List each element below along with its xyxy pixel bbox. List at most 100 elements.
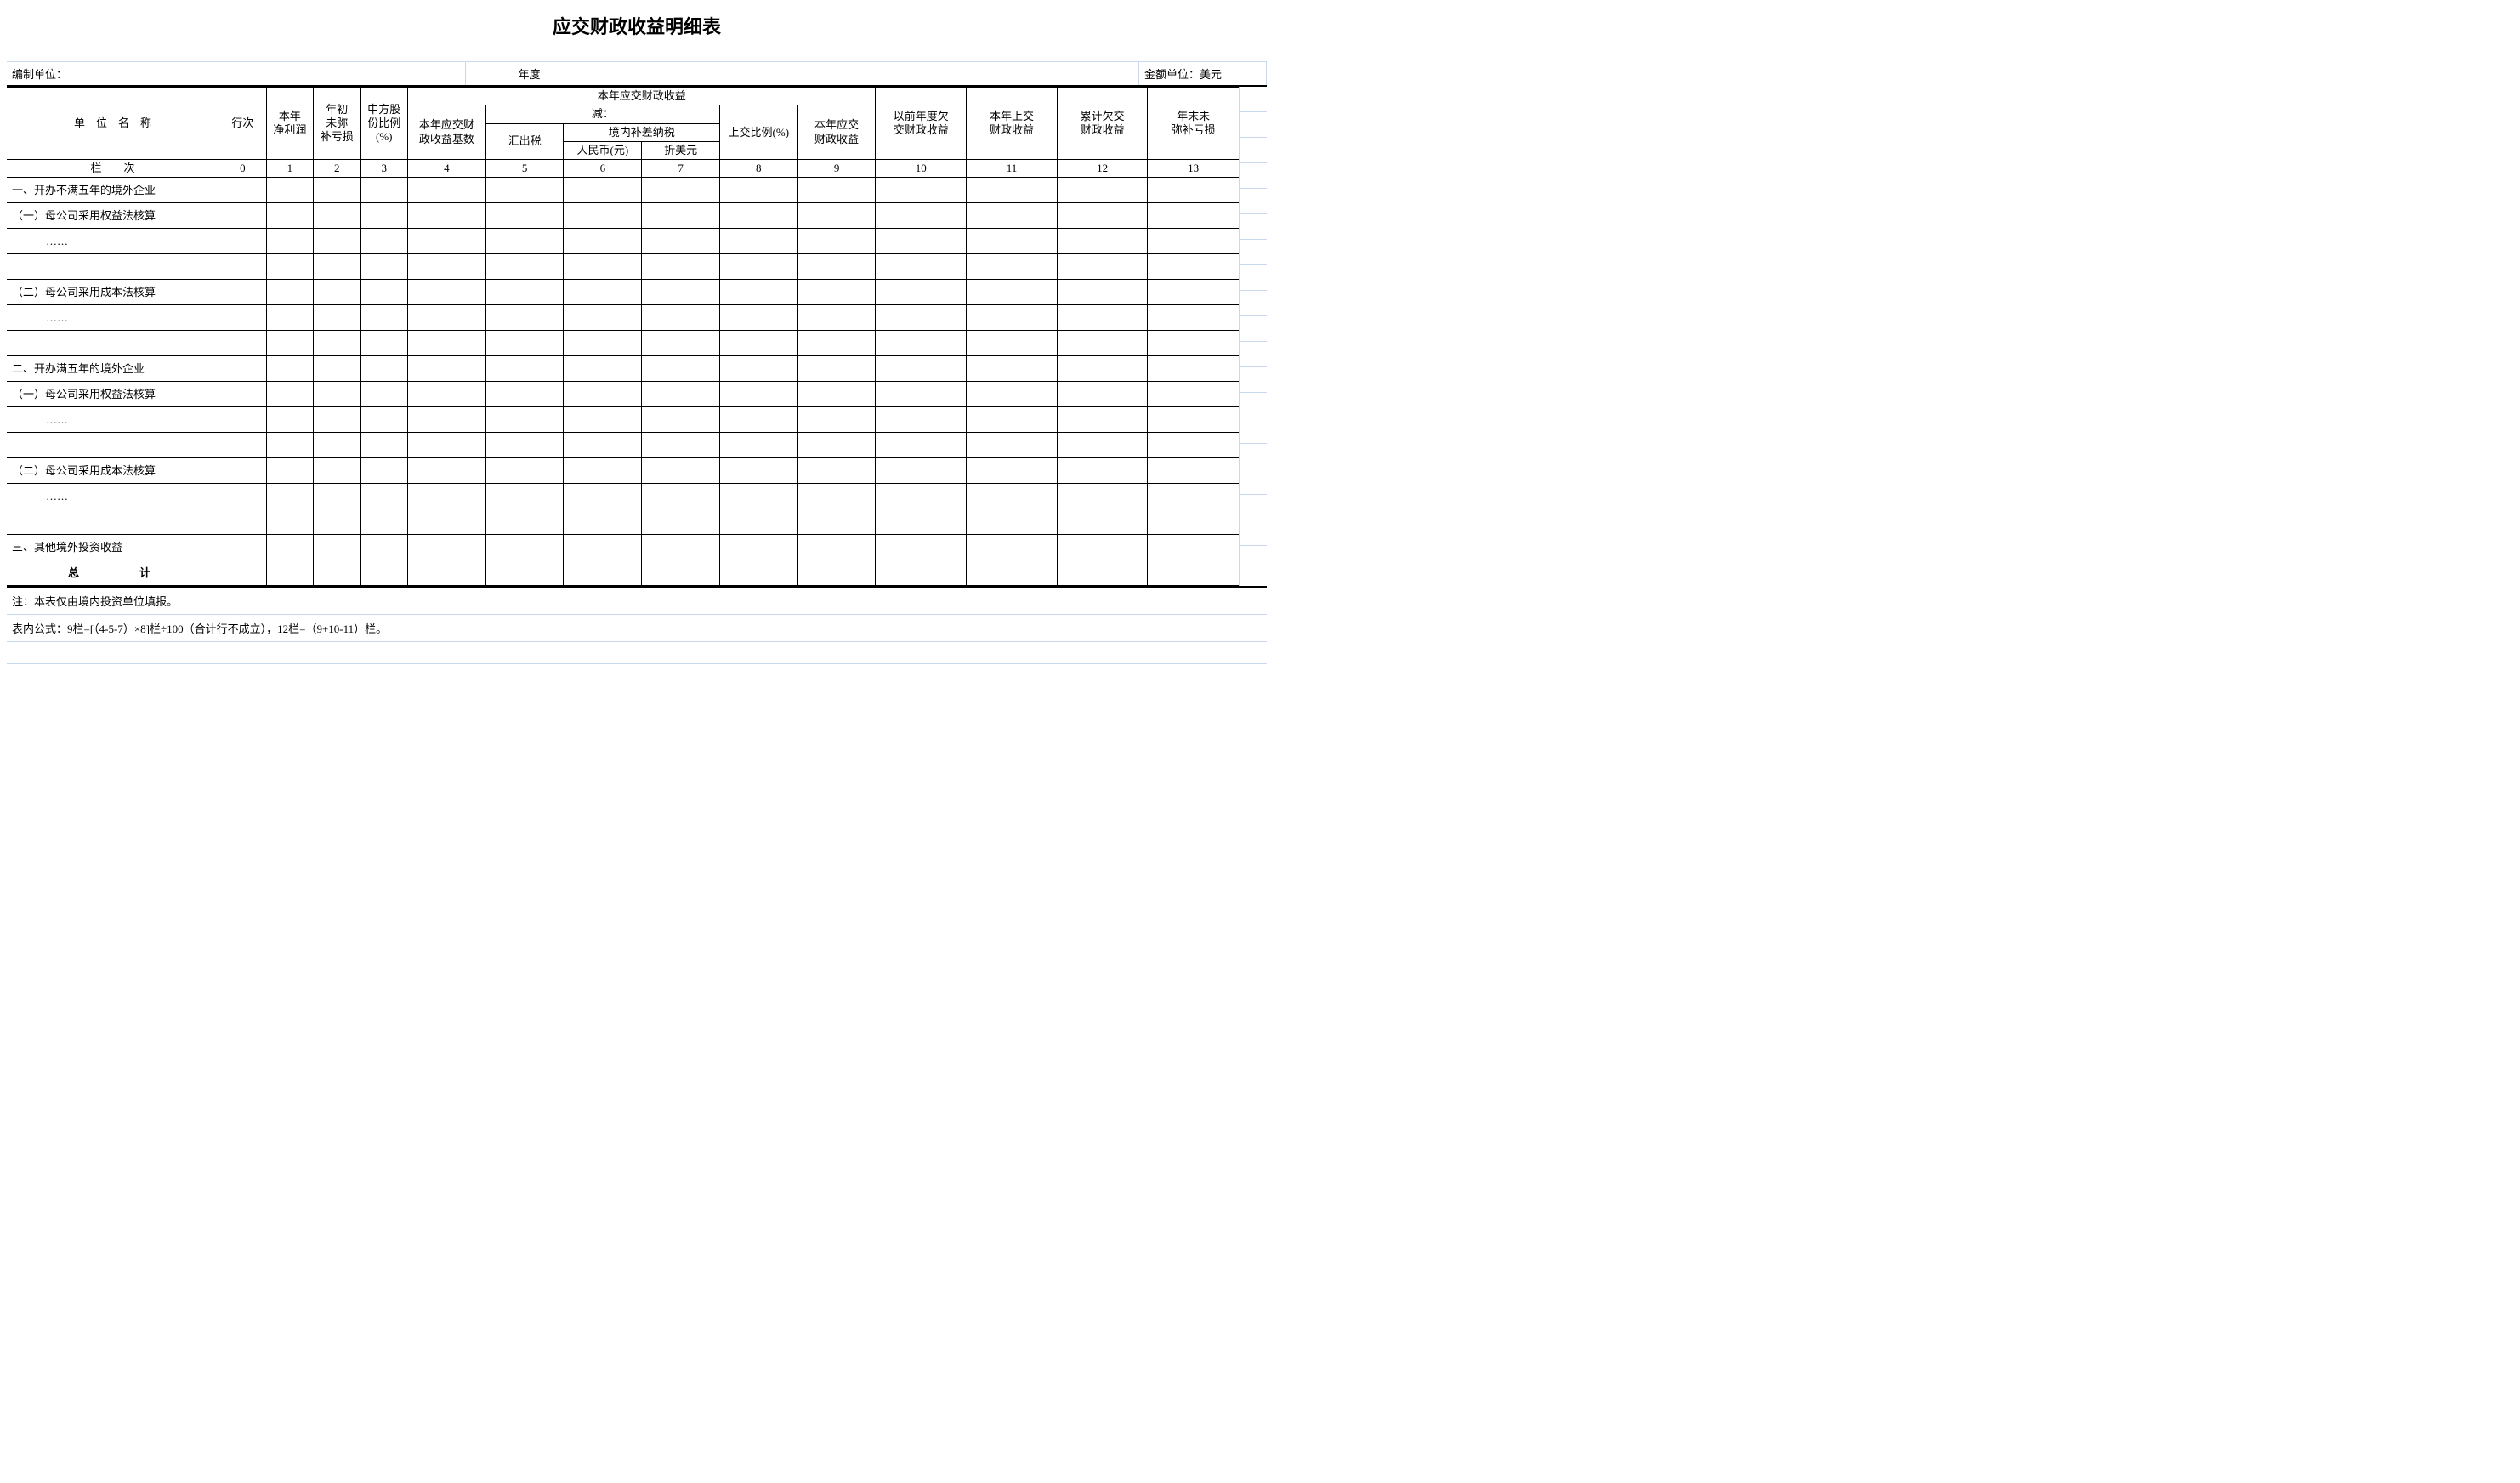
data-cell[interactable] — [719, 509, 797, 535]
data-cell[interactable] — [876, 382, 967, 407]
data-cell[interactable] — [876, 229, 967, 254]
data-cell[interactable] — [876, 305, 967, 331]
data-cell[interactable] — [642, 382, 720, 407]
data-cell[interactable] — [719, 203, 797, 229]
data-cell[interactable] — [219, 229, 266, 254]
data-cell[interactable] — [642, 509, 720, 535]
data-cell[interactable] — [1057, 229, 1148, 254]
data-cell[interactable] — [266, 280, 313, 305]
data-cell[interactable] — [408, 484, 486, 509]
data-cell[interactable] — [797, 535, 876, 560]
data-cell[interactable] — [876, 458, 967, 484]
data-cell[interactable] — [967, 407, 1058, 433]
data-cell[interactable] — [485, 433, 564, 458]
data-cell[interactable] — [797, 382, 876, 407]
data-cell[interactable] — [1057, 484, 1148, 509]
data-cell[interactable] — [219, 331, 266, 356]
data-cell[interactable] — [408, 407, 486, 433]
data-cell[interactable] — [266, 535, 313, 560]
data-cell[interactable] — [360, 458, 407, 484]
data-cell[interactable] — [1057, 280, 1148, 305]
data-cell[interactable] — [1057, 254, 1148, 280]
data-cell[interactable] — [1148, 254, 1239, 280]
data-cell[interactable] — [266, 484, 313, 509]
data-cell[interactable] — [485, 178, 564, 203]
data-cell[interactable] — [219, 178, 266, 203]
data-cell[interactable] — [719, 254, 797, 280]
data-cell[interactable] — [719, 178, 797, 203]
data-cell[interactable] — [1057, 509, 1148, 535]
data-cell[interactable] — [1057, 458, 1148, 484]
data-cell[interactable] — [314, 509, 360, 535]
data-cell[interactable] — [967, 509, 1058, 535]
data-cell[interactable] — [967, 254, 1058, 280]
data-cell[interactable] — [642, 535, 720, 560]
data-cell[interactable] — [642, 458, 720, 484]
data-cell[interactable] — [314, 535, 360, 560]
data-cell[interactable] — [967, 433, 1058, 458]
data-cell[interactable] — [314, 203, 360, 229]
data-cell[interactable] — [876, 484, 967, 509]
data-cell[interactable] — [642, 305, 720, 331]
data-cell[interactable] — [967, 280, 1058, 305]
data-cell[interactable] — [360, 305, 407, 331]
data-cell[interactable] — [564, 382, 642, 407]
data-cell[interactable] — [876, 178, 967, 203]
data-cell[interactable] — [1057, 178, 1148, 203]
data-cell[interactable] — [314, 407, 360, 433]
data-cell[interactable] — [967, 535, 1058, 560]
data-cell[interactable] — [360, 254, 407, 280]
data-cell[interactable] — [719, 356, 797, 382]
data-cell[interactable] — [642, 560, 720, 586]
data-cell[interactable] — [1057, 331, 1148, 356]
data-cell[interactable] — [564, 331, 642, 356]
data-cell[interactable] — [266, 458, 313, 484]
data-cell[interactable] — [1148, 331, 1239, 356]
data-cell[interactable] — [967, 203, 1058, 229]
data-cell[interactable] — [485, 280, 564, 305]
data-cell[interactable] — [564, 178, 642, 203]
data-cell[interactable] — [797, 407, 876, 433]
data-cell[interactable] — [1148, 229, 1239, 254]
data-cell[interactable] — [797, 280, 876, 305]
data-cell[interactable] — [1148, 382, 1239, 407]
data-cell[interactable] — [642, 178, 720, 203]
data-cell[interactable] — [485, 458, 564, 484]
data-cell[interactable] — [967, 458, 1058, 484]
data-cell[interactable] — [219, 356, 266, 382]
data-cell[interactable] — [360, 382, 407, 407]
data-cell[interactable] — [797, 560, 876, 586]
data-cell[interactable] — [408, 433, 486, 458]
data-cell[interactable] — [408, 280, 486, 305]
data-cell[interactable] — [219, 305, 266, 331]
data-cell[interactable] — [408, 178, 486, 203]
data-cell[interactable] — [876, 280, 967, 305]
data-cell[interactable] — [719, 407, 797, 433]
data-cell[interactable] — [1148, 484, 1239, 509]
data-cell[interactable] — [1148, 560, 1239, 586]
data-cell[interactable] — [408, 356, 486, 382]
data-cell[interactable] — [642, 280, 720, 305]
data-cell[interactable] — [219, 509, 266, 535]
data-cell[interactable] — [314, 280, 360, 305]
data-cell[interactable] — [642, 229, 720, 254]
data-cell[interactable] — [408, 229, 486, 254]
data-cell[interactable] — [360, 509, 407, 535]
data-cell[interactable] — [314, 305, 360, 331]
data-cell[interactable] — [266, 178, 313, 203]
data-cell[interactable] — [876, 535, 967, 560]
data-cell[interactable] — [360, 203, 407, 229]
data-cell[interactable] — [564, 535, 642, 560]
data-cell[interactable] — [564, 280, 642, 305]
data-cell[interactable] — [797, 484, 876, 509]
data-cell[interactable] — [1148, 433, 1239, 458]
data-cell[interactable] — [876, 433, 967, 458]
data-cell[interactable] — [408, 560, 486, 586]
data-cell[interactable] — [876, 356, 967, 382]
data-cell[interactable] — [564, 254, 642, 280]
data-cell[interactable] — [1148, 305, 1239, 331]
data-cell[interactable] — [314, 254, 360, 280]
data-cell[interactable] — [266, 203, 313, 229]
data-cell[interactable] — [408, 254, 486, 280]
data-cell[interactable] — [219, 254, 266, 280]
